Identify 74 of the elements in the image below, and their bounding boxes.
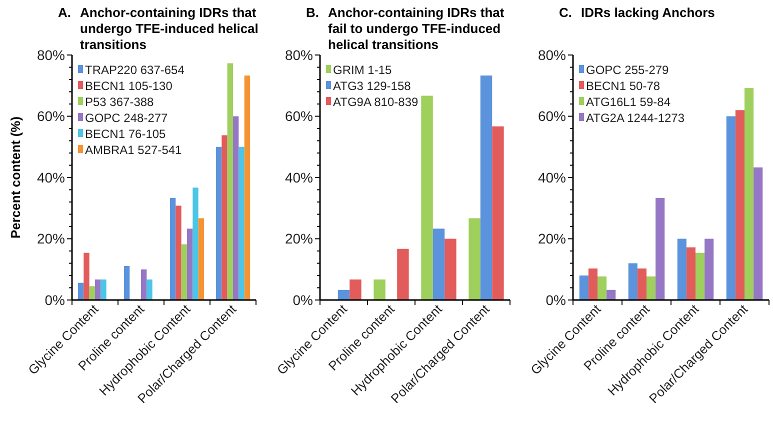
bar — [696, 252, 705, 300]
bar — [78, 282, 84, 300]
legend-label: BECN1 76-105 — [85, 127, 166, 141]
bar — [84, 252, 90, 300]
legend-label: TRAP220 637-654 — [85, 63, 185, 77]
bar — [216, 146, 222, 300]
y-tick-label: 40% — [36, 169, 65, 186]
bar — [89, 286, 95, 300]
y-tick-label: 60% — [284, 108, 313, 124]
bar — [421, 96, 433, 300]
y-tick-label: 40% — [538, 169, 566, 186]
bar — [338, 290, 350, 300]
bar — [233, 116, 239, 300]
y-tick-label: 0% — [292, 292, 313, 308]
y-tick-label: 80% — [538, 46, 566, 63]
legend-label: GOPC 248-277 — [85, 111, 168, 125]
bar — [198, 218, 204, 300]
bar — [492, 126, 504, 300]
bar — [95, 279, 101, 300]
bar — [397, 248, 409, 300]
bar — [754, 167, 763, 300]
bar — [637, 268, 646, 300]
y-tick-label: 40% — [284, 169, 313, 186]
bar — [588, 268, 598, 300]
bar — [686, 247, 696, 300]
legend-label: BECN1 105-130 — [85, 79, 173, 93]
bar — [735, 110, 744, 300]
bar — [726, 116, 736, 300]
legend-label: ATG2A 1244-1273 — [586, 111, 685, 125]
y-tick-label: 60% — [538, 108, 566, 124]
bar — [192, 188, 198, 300]
bar — [432, 228, 445, 300]
legend-label: ATG16L1 59-84 — [586, 95, 671, 109]
bar — [238, 146, 244, 300]
legend-label: BECN1 50-78 — [586, 79, 660, 93]
bar — [244, 76, 250, 300]
chart-title: C. IDRs lacking Anchors — [559, 5, 715, 20]
legend-label: P53 367-388 — [85, 95, 154, 109]
bar — [656, 198, 665, 300]
legend-label: ATG3 129-158 — [333, 79, 412, 93]
bar — [100, 279, 106, 300]
legend-label: GRIM 1-15 — [333, 63, 392, 77]
bar — [677, 238, 686, 300]
bar — [468, 218, 480, 300]
bar — [181, 244, 187, 300]
bar — [444, 238, 456, 300]
y-tick-label: 60% — [36, 108, 65, 124]
y-axis-title: Percent content (%) — [8, 116, 23, 239]
bar — [146, 279, 152, 300]
bar — [606, 290, 616, 300]
bar — [374, 279, 386, 300]
legend-label: GOPC 255-279 — [586, 63, 670, 77]
y-tick-label: 20% — [36, 230, 65, 247]
bar — [141, 269, 147, 300]
bar — [350, 279, 362, 300]
bar — [628, 263, 638, 300]
bar — [646, 276, 656, 300]
bar — [579, 276, 588, 300]
bar — [187, 228, 193, 300]
bar — [222, 135, 228, 300]
legend-label: AMBRA1 527-541 — [85, 143, 182, 157]
y-tick-label: 20% — [284, 230, 313, 247]
y-tick-label: 0% — [44, 292, 65, 308]
y-tick-label: 0% — [546, 292, 566, 308]
bar — [480, 76, 492, 300]
bar — [124, 266, 130, 300]
bar — [704, 238, 714, 300]
bar — [176, 206, 182, 300]
bar — [744, 88, 754, 300]
legend-label: ATG9A 810-839 — [333, 95, 418, 109]
y-tick-label: 20% — [538, 230, 566, 247]
bar — [170, 198, 176, 300]
bar — [227, 63, 233, 300]
bar — [598, 276, 607, 300]
